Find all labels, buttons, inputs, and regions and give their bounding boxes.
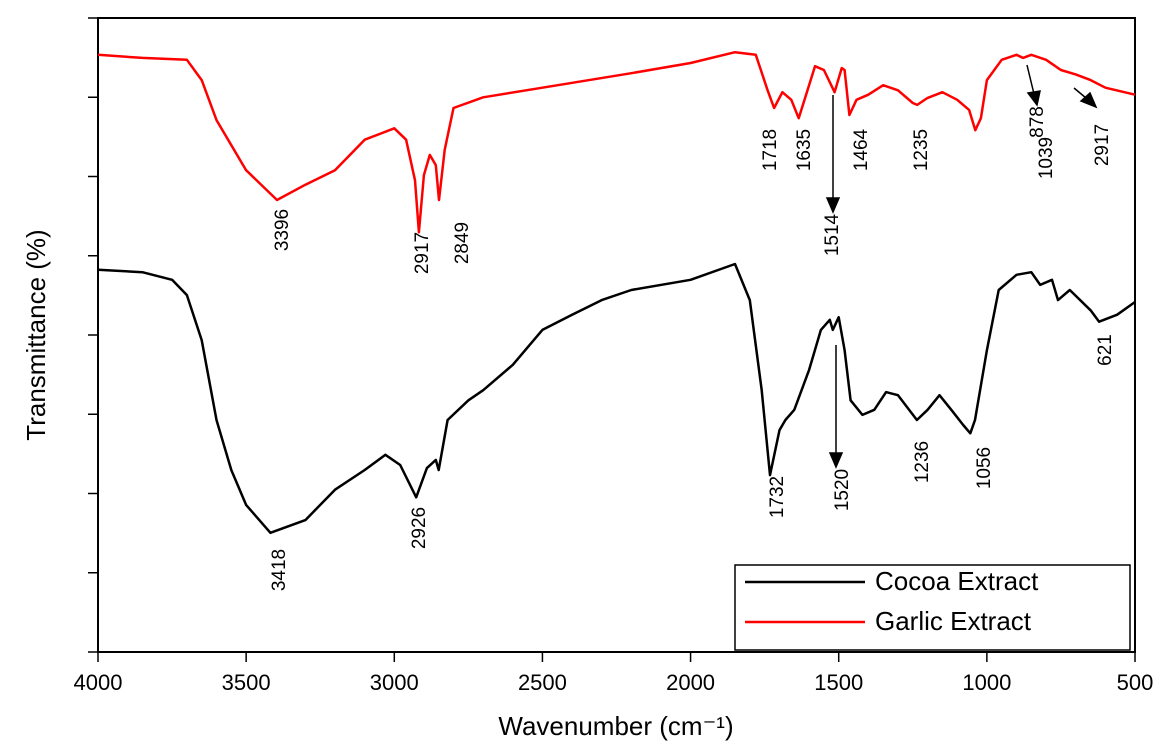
x-tick-label: 500: [1117, 670, 1154, 695]
arrow-head: [828, 452, 844, 469]
y-axis-label: Transmittance (%): [21, 229, 51, 440]
peak-label: 2917: [412, 232, 433, 274]
x-tick-label: 1500: [814, 670, 863, 695]
x-tick-label: 4000: [74, 670, 123, 695]
legend-box: [734, 564, 1131, 651]
peak-label: 621: [1095, 334, 1116, 366]
peak-label: 3418: [269, 549, 290, 591]
peak-label: 1514: [822, 213, 843, 256]
x-axis-label: Wavenumber (cm⁻¹): [498, 711, 733, 741]
arrow: [1026, 64, 1035, 95]
peak-label: 1464: [851, 128, 872, 171]
x-tick-label: 2500: [518, 670, 567, 695]
spectrum-line: [97, 262, 1136, 535]
peak-label: 1635: [794, 129, 815, 171]
peak-label: 1056: [974, 447, 995, 489]
peak-label: 878: [1027, 106, 1048, 138]
x-tick-label: 3000: [370, 670, 419, 695]
arrow: [1073, 87, 1087, 99]
arrow-head: [1079, 91, 1098, 109]
plot-frame: [97, 17, 1136, 653]
peak-label: 1718: [760, 129, 781, 171]
arrow-head: [825, 197, 841, 214]
legend-label: Cocoa Extract: [875, 566, 1039, 596]
peak-label: 1520: [832, 469, 853, 511]
legend-label: Garlic Extract: [875, 606, 1032, 636]
peak-label: 1235: [911, 129, 932, 171]
x-tick-label: 3500: [222, 670, 271, 695]
spectrum-line: [97, 50, 1136, 234]
peak-label: 1039: [1036, 137, 1057, 179]
arrow-head: [1026, 90, 1041, 107]
peak-label: 1236: [912, 441, 933, 483]
peak-label: 1732: [767, 476, 788, 518]
x-tick-label: 2000: [666, 670, 715, 695]
peak-label: 2917: [1092, 124, 1113, 166]
peak-label: 3396: [272, 209, 293, 251]
arrows: [825, 64, 1098, 469]
peak-label: 2926: [409, 507, 430, 549]
peak-label: 2849: [452, 222, 473, 264]
x-tick-label: 1000: [962, 670, 1011, 695]
